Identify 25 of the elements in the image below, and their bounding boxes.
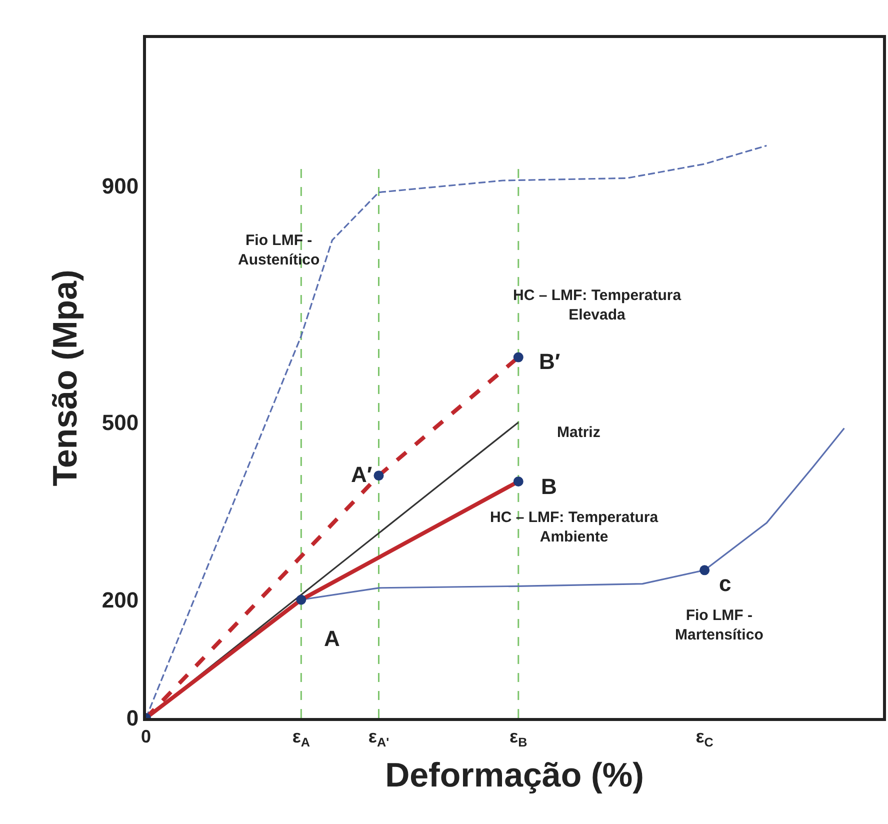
- x-tick-label: ε$_{C}$: [696, 726, 714, 750]
- point: [513, 476, 524, 486]
- series-label: Fio LMF - Martensítico: [675, 607, 764, 644]
- text: Matriz: [557, 424, 600, 441]
- y-tick-label: 900: [102, 174, 139, 199]
- point: [700, 565, 710, 576]
- point: [296, 594, 306, 605]
- annotation: A′: [351, 462, 372, 487]
- x-axis-title: Deformação (%): [385, 756, 644, 795]
- x-tick-label: ε$_{A}$: [292, 726, 310, 750]
- annotation: A: [324, 626, 340, 651]
- x-tick-label: 0: [140, 726, 152, 747]
- series-label: Fio LMF - Austenítico: [238, 232, 320, 268]
- annotation: c: [719, 571, 732, 596]
- y-tick-label: 200: [102, 587, 139, 612]
- y-tick-label: 500: [102, 410, 139, 436]
- y-axis-title: Tensão (Mpa): [46, 270, 84, 486]
- point: [374, 470, 384, 481]
- text: HC – LMF: Temperatura Elevada: [513, 287, 682, 324]
- y-tick-label: 0: [126, 706, 139, 731]
- annotation: B: [541, 474, 557, 499]
- annotation: B′: [539, 349, 560, 374]
- x-tick-label: ε$_{A'}$: [368, 726, 390, 750]
- x-tick-label: ε$_{B}$: [510, 726, 528, 750]
- point: [513, 352, 524, 362]
